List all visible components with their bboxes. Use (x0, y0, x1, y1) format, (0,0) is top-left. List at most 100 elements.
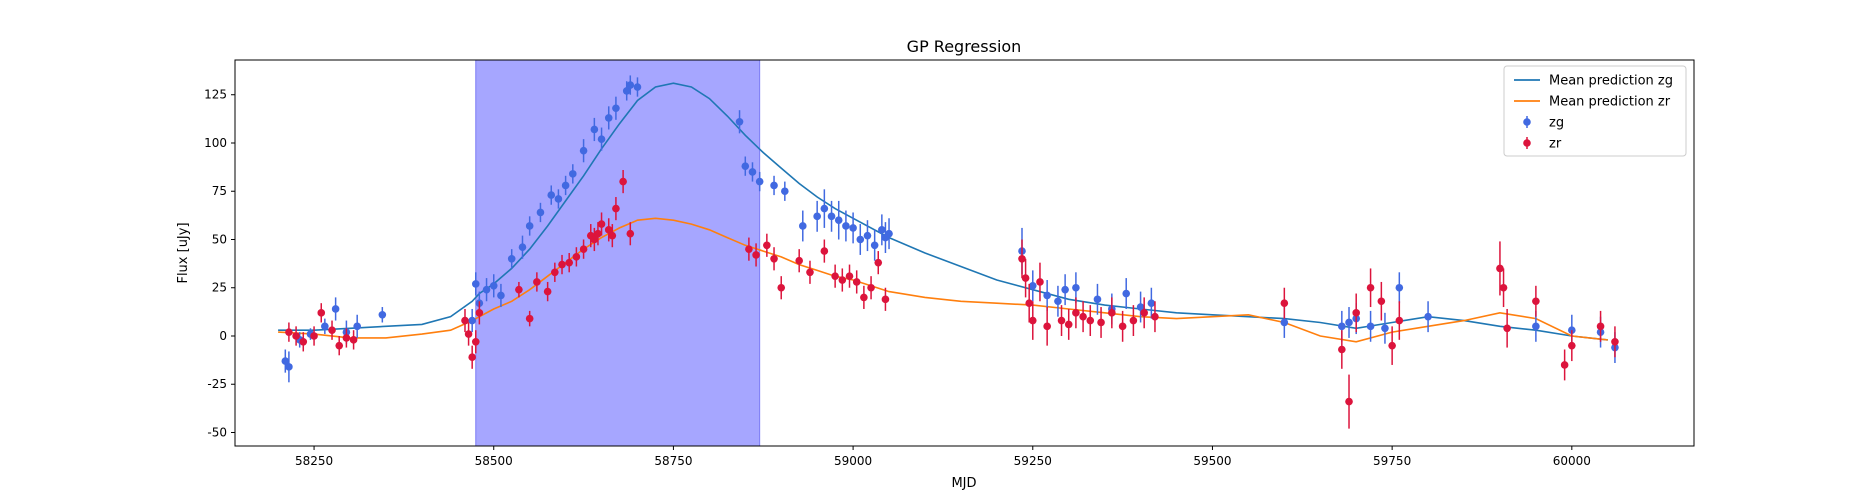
data-point-zg (1366, 322, 1375, 331)
plot-frame (234, 59, 1695, 447)
data-point-zr (525, 314, 534, 323)
y-axis-label: Flux [uJy] (176, 222, 191, 283)
data-point-zr (845, 272, 854, 280)
data-point-zr (1079, 312, 1087, 321)
data-point-zg (748, 168, 757, 176)
data-point-zg (1054, 297, 1062, 306)
data-point-zr (310, 332, 318, 340)
data-point-zg (353, 322, 361, 331)
data-point-zg (781, 187, 789, 196)
x-tick-label: 59750 (1373, 454, 1411, 468)
y-tick-label: 100 (204, 136, 227, 150)
data-point-zg (1136, 303, 1145, 311)
legend-label: Mean prediction zr (1549, 95, 1671, 110)
data-point-zr (468, 353, 476, 362)
data-point-zr (579, 245, 588, 253)
data-point-zr (1611, 337, 1619, 346)
data-point-zr (461, 316, 469, 325)
y-tick-label: 25 (212, 281, 227, 295)
data-point-zr (590, 235, 599, 244)
data-point-zr (1499, 283, 1508, 292)
data-point-zr (1018, 254, 1026, 263)
legend-point-marker (1523, 118, 1531, 126)
data-point-zr (292, 332, 300, 340)
data-point-zr (1086, 316, 1095, 325)
x-tick-label: 58250 (295, 454, 333, 468)
data-point-zg (1381, 324, 1389, 333)
data-point-zg (863, 231, 872, 240)
data-point-zg (507, 254, 516, 263)
data-point-zg (820, 204, 829, 213)
series-line-mean-prediction-zr (278, 217, 1608, 343)
data-point-zg (735, 117, 744, 126)
data-point-zr (1108, 309, 1116, 317)
data-point-zr (777, 283, 786, 292)
data-point-zr (763, 241, 771, 250)
data-point-zg (579, 146, 588, 155)
data-point-zg (1061, 285, 1069, 294)
data-point-zr (838, 276, 847, 284)
data-point-zr (317, 309, 326, 317)
data-point-zg (1093, 295, 1102, 304)
data-point-zr (1097, 318, 1105, 327)
data-point-zr (874, 258, 883, 267)
data-point-zg (378, 310, 387, 319)
x-tick-label: 58750 (654, 454, 692, 468)
data-point-zr (752, 251, 760, 259)
data-point-zr (349, 336, 358, 344)
data-point-zg (741, 162, 750, 170)
legend-box (1503, 65, 1687, 157)
data-point-zr (1496, 264, 1504, 273)
data-point-zg (1147, 299, 1156, 307)
data-point-zr (795, 256, 803, 265)
data-point-zr (881, 295, 890, 304)
x-tick-label: 59500 (1193, 454, 1231, 468)
data-point-zg (1280, 318, 1289, 327)
data-point-zr (745, 245, 753, 253)
data-point-zr (1395, 316, 1404, 325)
data-point-zr (860, 293, 868, 302)
data-point-zr (342, 334, 351, 342)
data-point-zr (285, 328, 293, 336)
data-point-zr (608, 231, 617, 240)
data-point-zr (594, 229, 602, 238)
legend-label: Mean prediction zg (1549, 74, 1673, 89)
x-axis-label: MJD (951, 476, 976, 491)
data-point-zg (626, 81, 635, 89)
data-point-zr (1388, 341, 1396, 350)
data-point-zg (471, 280, 480, 288)
data-point-zg (285, 363, 293, 371)
data-point-zg (554, 195, 563, 203)
data-point-zg (482, 285, 491, 294)
data-point-zr (619, 177, 627, 186)
data-point-zg (536, 208, 545, 217)
data-point-zg (1395, 283, 1404, 292)
data-point-zg (856, 235, 865, 244)
data-point-zr (852, 278, 861, 286)
data-point-zr (1028, 316, 1037, 325)
data-point-zg (1338, 322, 1346, 331)
data-point-zr (335, 341, 344, 350)
data-point-zg (604, 114, 613, 122)
data-point-zr (1064, 320, 1073, 329)
data-point-zg (597, 135, 606, 143)
data-point-zr (543, 287, 552, 296)
data-point-zg (1532, 322, 1540, 331)
data-point-zg (770, 181, 778, 190)
data-point-zr (475, 309, 484, 317)
data-point-zr (1366, 283, 1375, 292)
data-point-zr (1503, 324, 1511, 333)
data-point-zg (1345, 318, 1353, 327)
data-point-zr (1568, 341, 1576, 350)
data-point-zr (1280, 299, 1289, 307)
data-point-zr (770, 254, 778, 263)
data-point-zg (1028, 282, 1037, 290)
data-point-zr (299, 337, 308, 346)
data-point-zr (1532, 297, 1540, 306)
legend-label: zr (1549, 137, 1562, 152)
data-point-zr (464, 330, 473, 338)
data-point-zg (842, 222, 850, 230)
data-point-zr (1140, 309, 1148, 317)
data-point-zr (1377, 297, 1386, 306)
